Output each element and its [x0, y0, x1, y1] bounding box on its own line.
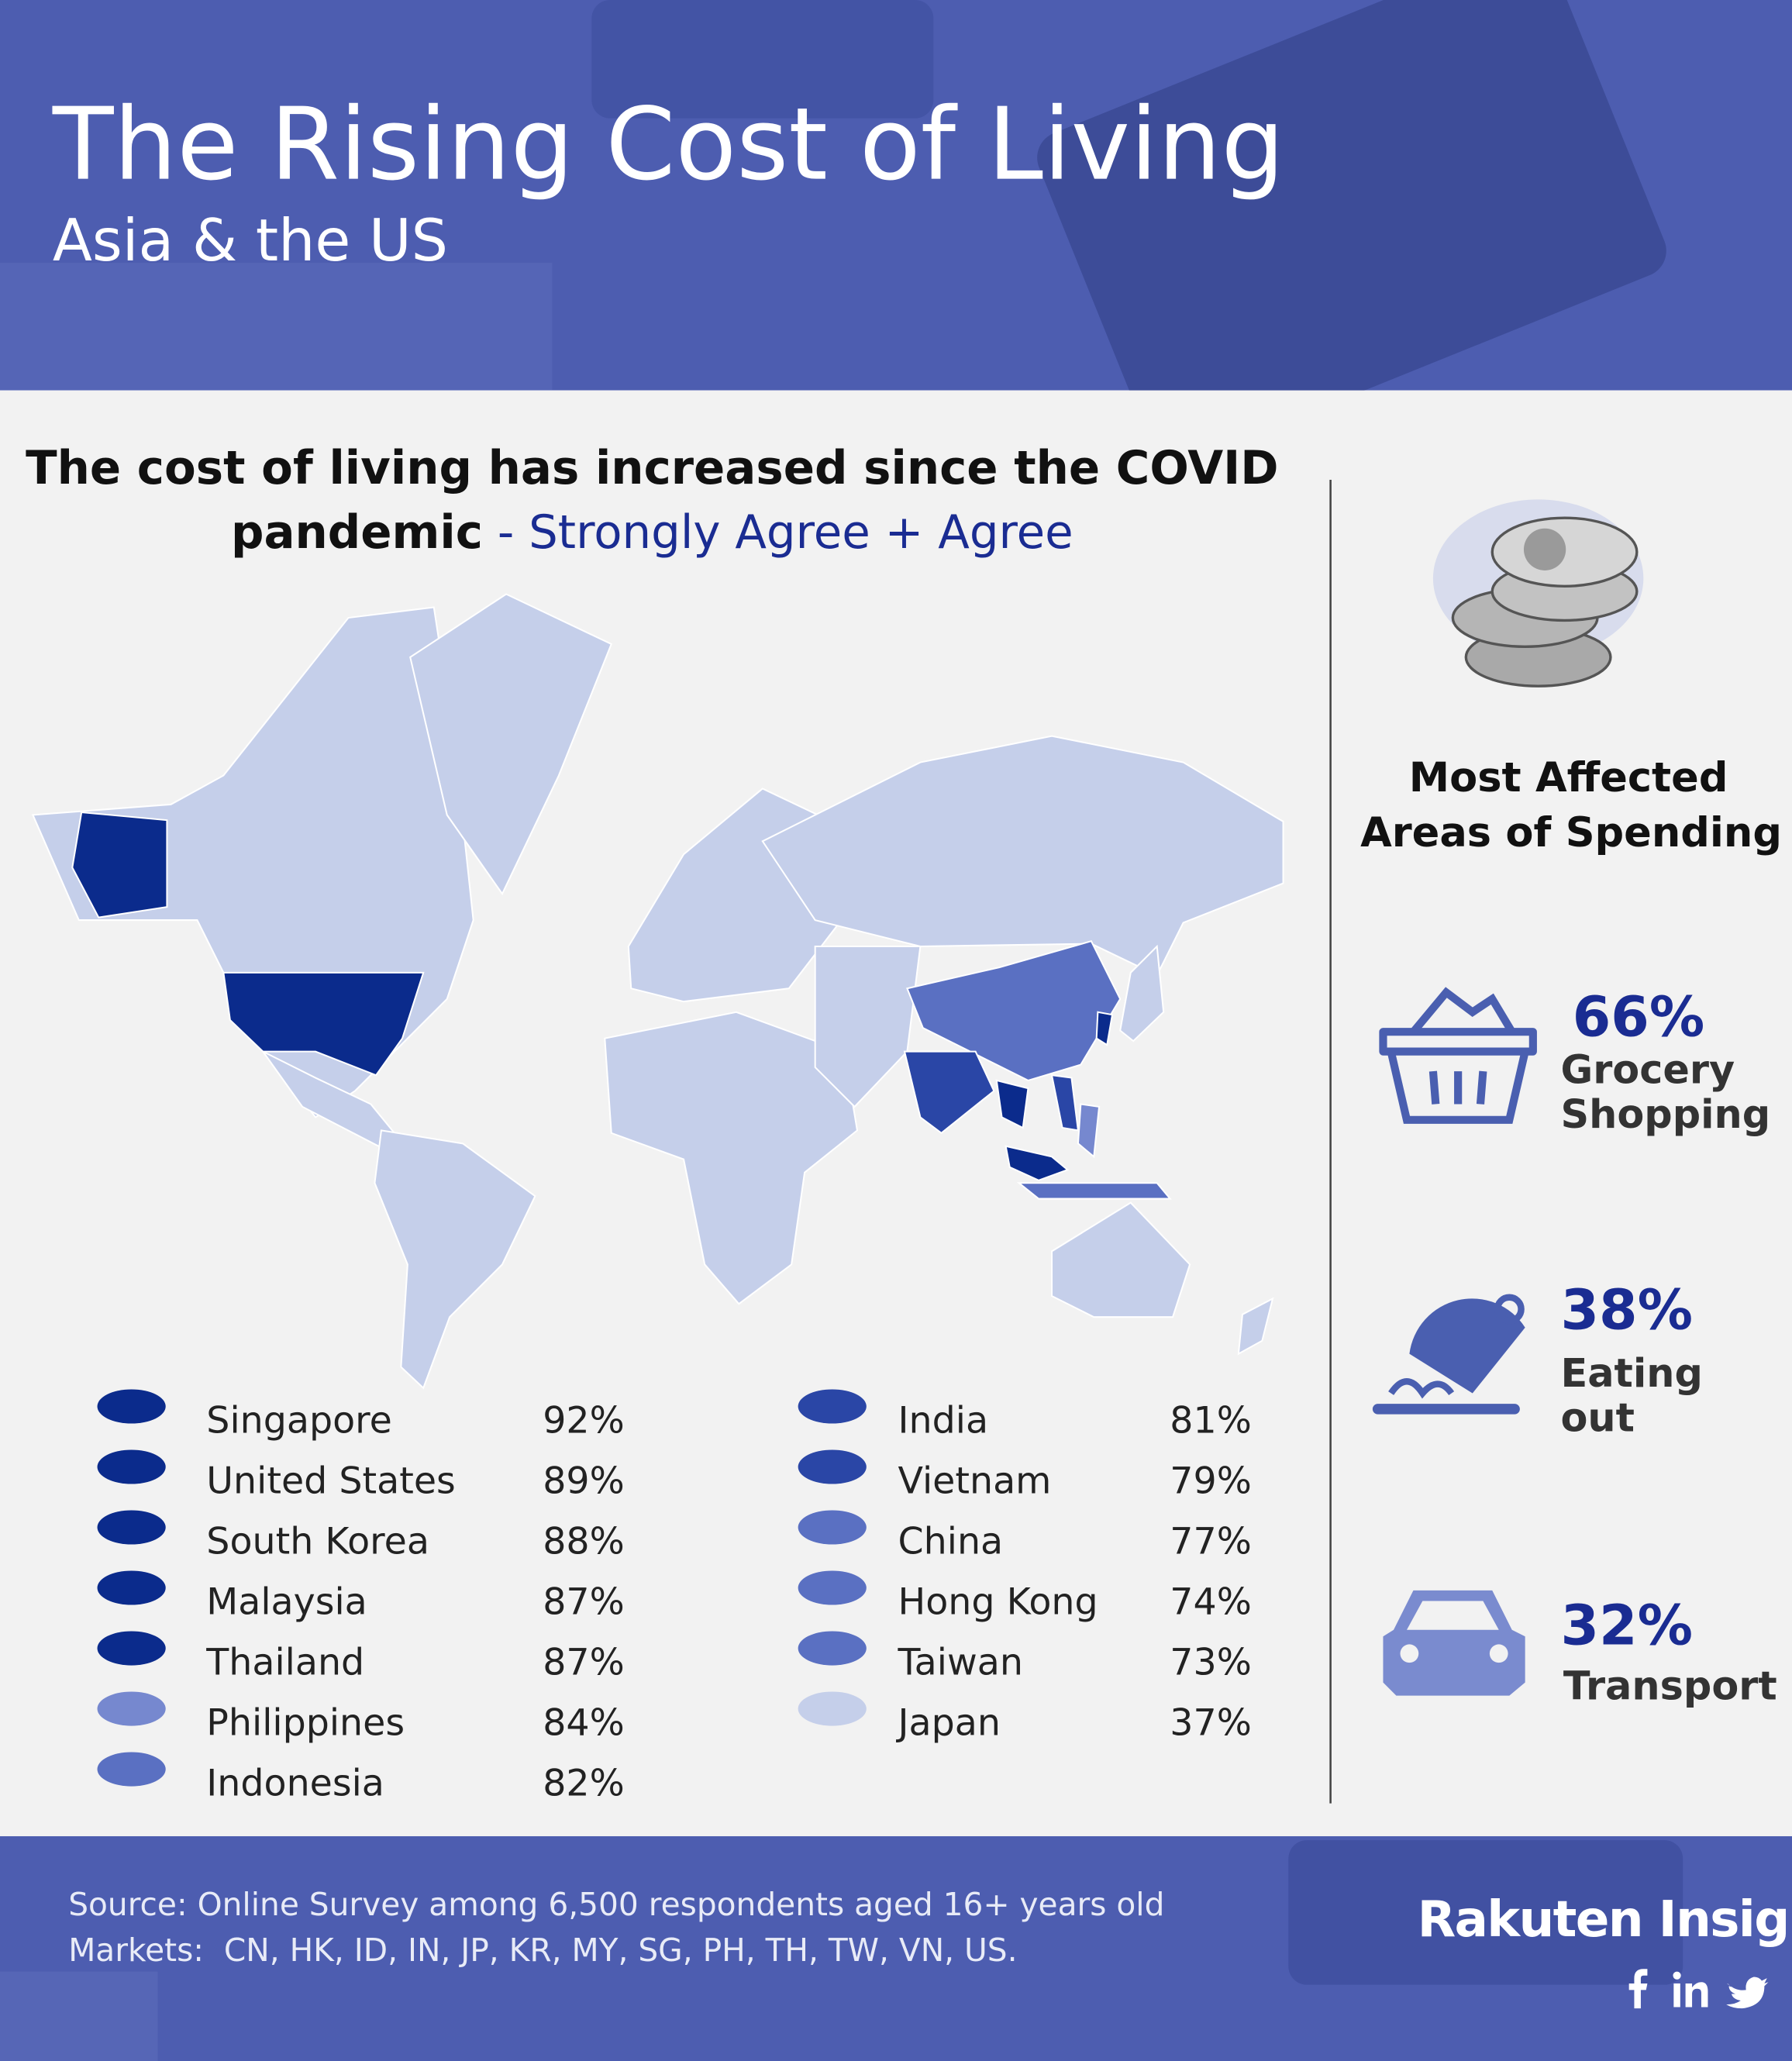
spending-label: Transport [1563, 1663, 1777, 1709]
footer-shape [0, 1971, 158, 2061]
country-icon [97, 1389, 166, 1424]
country-name: Indonesia [206, 1762, 384, 1804]
paper-shape [0, 263, 553, 391]
world-map [31, 593, 1284, 1390]
country-value: 87% [543, 1580, 625, 1623]
russia [761, 735, 1284, 977]
linkedin-icon[interactable] [1673, 1971, 1708, 2008]
subtitle: Asia & the US [53, 207, 448, 274]
spending-title: Most Affected [1409, 754, 1728, 801]
spending-label: Shopping [1560, 1091, 1770, 1137]
new-zealand [1237, 1297, 1274, 1356]
basket-icon [1379, 987, 1537, 1124]
spending-label: Eating [1560, 1350, 1703, 1396]
country-icon [97, 1691, 166, 1726]
brand-logo: Rakuten Insight [1418, 1890, 1792, 1949]
vietnam [1050, 1074, 1080, 1132]
country-value: 77% [1170, 1520, 1252, 1563]
country-name: Singapore [206, 1399, 392, 1442]
footer-shape [1288, 1840, 1683, 1985]
china [906, 939, 1122, 1082]
markets-note: Markets: CN, HK, ID, IN, JP, KR, MY, SG,… [68, 1932, 1017, 1969]
alaska [71, 811, 168, 918]
south-america [374, 1129, 536, 1390]
country-name: Philippines [206, 1701, 405, 1744]
australia [1050, 1201, 1191, 1318]
spending-value: 32% [1560, 1593, 1692, 1657]
source-note: Source: Online Survey among 6,500 respon… [68, 1886, 1164, 1923]
greenland [409, 593, 613, 896]
country-value: 92% [543, 1399, 625, 1442]
country-name: Hong Kong [898, 1580, 1098, 1623]
country-name: Malaysia [206, 1580, 367, 1623]
thailand [995, 1079, 1029, 1129]
country-value: 74% [1170, 1580, 1252, 1623]
twitter-icon[interactable] [1726, 1977, 1769, 2009]
africa [604, 1011, 859, 1305]
country-icon [97, 1752, 166, 1787]
headline-accent: - Strongly Agree + Agree [483, 505, 1073, 559]
country-icon [798, 1510, 867, 1545]
spending-label: Grocery [1560, 1046, 1735, 1092]
country-icon [97, 1631, 166, 1666]
indonesia [1016, 1182, 1172, 1200]
country-name: Thailand [205, 1641, 364, 1684]
phone-shape [591, 0, 934, 119]
car-icon [1383, 1590, 1525, 1696]
spending-value: 38% [1560, 1277, 1692, 1342]
headline-line-2: pandemic - Strongly Agree + Agree [231, 505, 1073, 559]
country-value: 88% [543, 1520, 625, 1563]
country-icon [798, 1570, 867, 1605]
country-name: India [898, 1399, 989, 1442]
spending-value: 66% [1573, 984, 1704, 1049]
coins-icon [1432, 499, 1644, 688]
country-name: Japan [896, 1701, 1001, 1744]
spending-label: out [1560, 1395, 1635, 1441]
country-name: United States [206, 1460, 455, 1502]
country-icon [798, 1389, 867, 1424]
malaysia [1005, 1145, 1070, 1181]
south-korea [1095, 1011, 1114, 1046]
country-value: 79% [1170, 1460, 1252, 1502]
legend: Singapore 92% United States 89% South Korea 8… [97, 1389, 1252, 1804]
cloche-icon [1372, 1294, 1525, 1415]
country-value: 89% [543, 1460, 625, 1502]
country-value: 81% [1170, 1399, 1252, 1442]
country-icon [798, 1691, 867, 1726]
country-icon [798, 1631, 867, 1666]
headline-line-1: The cost of living has increased since t… [26, 441, 1278, 495]
country-name: South Korea [206, 1520, 429, 1563]
title: The Rising Cost of Living [52, 87, 1284, 203]
country-icon [798, 1449, 867, 1484]
spending-title: Areas of Spending [1360, 809, 1782, 856]
facebook-icon[interactable] [1628, 1969, 1648, 2009]
country-value: 37% [1170, 1701, 1252, 1744]
japan [1119, 944, 1165, 1043]
country-icon [97, 1570, 166, 1605]
middle-east [814, 945, 922, 1108]
country-icon [97, 1510, 166, 1545]
country-value: 82% [543, 1762, 625, 1804]
country-icon [97, 1449, 166, 1484]
country-value: 87% [543, 1641, 625, 1684]
india [903, 1050, 995, 1135]
united-states [222, 971, 425, 1077]
philippines [1077, 1103, 1101, 1159]
country-name: China [898, 1520, 1004, 1563]
country-value: 84% [543, 1701, 625, 1744]
country-value: 73% [1170, 1641, 1252, 1684]
calculator-shape [1037, 0, 1666, 464]
headline-bold: pandemic [231, 505, 483, 559]
social-icons [1628, 1969, 1769, 2009]
country-name: Vietnam [898, 1460, 1052, 1502]
country-name: Taiwan [898, 1641, 1023, 1684]
